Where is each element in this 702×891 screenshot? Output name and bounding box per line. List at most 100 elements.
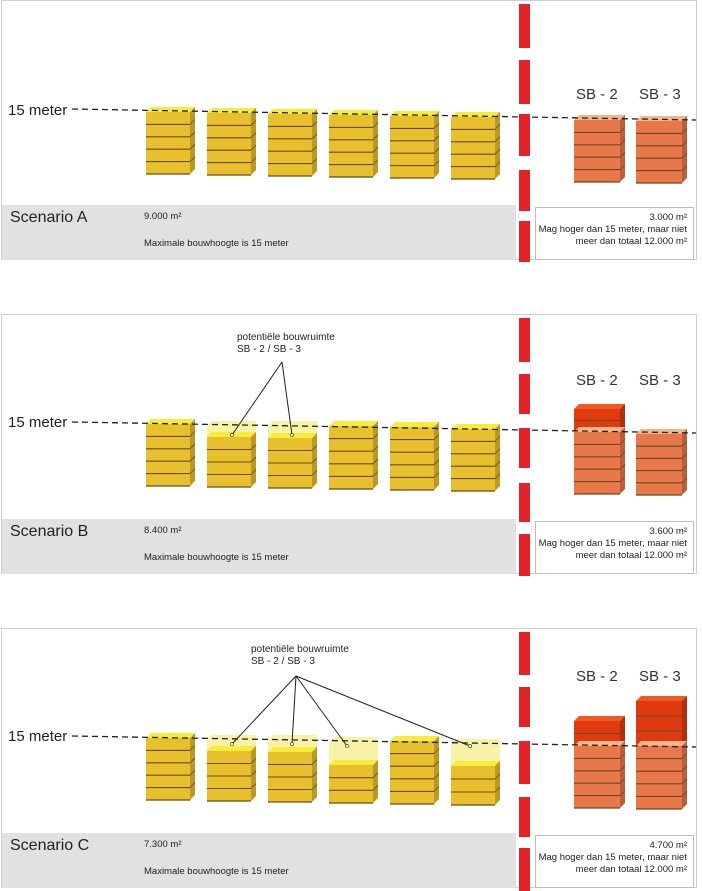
- potential-space-annotation: potentiële bouwruimte SB - 2 / SB - 3: [251, 644, 349, 668]
- block-front: [390, 427, 434, 490]
- floor-line-side: [372, 134, 379, 141]
- scenario-title: Scenario C: [10, 837, 90, 854]
- block-side: [495, 761, 500, 805]
- annotation-line1: potentiële bouwruimte: [237, 332, 335, 343]
- sb3-building: [636, 429, 688, 496]
- floor-line-side: [619, 765, 626, 772]
- floor-line-side: [250, 132, 257, 139]
- divider-segment: [519, 848, 530, 891]
- block-front: [329, 426, 373, 489]
- floor-line-side: [619, 463, 626, 470]
- callout-line: [281, 361, 293, 436]
- floor-line-side: [494, 448, 501, 455]
- sb-info-box: 3.600 m² Mag hoger dan 15 meter, maar ni…: [535, 521, 694, 574]
- floor-line-side: [681, 710, 688, 717]
- block-top: [329, 760, 378, 765]
- block-front: [329, 765, 373, 803]
- scenario-area: 7.300 m²: [144, 839, 182, 850]
- yellow-building: [329, 760, 379, 804]
- floor-line-side: [311, 784, 318, 790]
- block-front: [207, 113, 251, 175]
- sb-info-box: 3.000 m² Mag hoger dan 15 meter, maar ni…: [535, 207, 694, 260]
- callout-line: [291, 675, 297, 745]
- floor-line-side: [681, 765, 688, 772]
- divider-segment: [519, 534, 530, 576]
- sb-area: 3.600 m²: [649, 526, 688, 537]
- callout-line: [295, 675, 348, 747]
- floor-line-side: [433, 459, 440, 466]
- sb3-label: SB - 3: [639, 86, 681, 103]
- sb3-building: [636, 116, 688, 184]
- scenario-a-diagram: [71, 107, 697, 184]
- block-front: [390, 116, 434, 178]
- floor-line-side: [250, 157, 257, 163]
- potential-space-shape: [451, 739, 500, 766]
- info-band: [2, 833, 516, 888]
- floor-line-side: [372, 785, 379, 791]
- sb2-upper: [574, 404, 626, 433]
- sb2-label: SB - 2: [576, 372, 618, 389]
- block-top: [329, 421, 378, 426]
- sb3-lower: [636, 741, 688, 810]
- yellow-building: [207, 746, 257, 802]
- floor-line-side: [433, 786, 440, 792]
- callout-dot: [230, 742, 234, 746]
- block-side: [682, 116, 687, 183]
- sb2-label: SB - 2: [576, 86, 618, 103]
- floor-line-side: [311, 445, 318, 451]
- info-band: [2, 205, 516, 260]
- divider-segment: [519, 428, 530, 468]
- sb3-label: SB - 3: [639, 668, 681, 685]
- floor-line-side: [681, 152, 688, 159]
- floor-line-side: [494, 473, 501, 479]
- floor-line-side: [372, 471, 379, 477]
- divider-segment: [519, 483, 530, 522]
- sb2-building: [574, 716, 626, 809]
- block-side: [682, 696, 687, 746]
- yellow-building: [146, 107, 196, 175]
- sb-note: Mag hoger dan 15 meter, maar niet meer d…: [538, 538, 687, 561]
- floor-line-side: [189, 431, 196, 437]
- block-side: [495, 424, 500, 491]
- scenario-title: Scenario A: [10, 209, 88, 226]
- scenario-max-height: Maximale bouwhoogte is 15 meter: [144, 866, 289, 877]
- floor-line-side: [681, 778, 688, 785]
- block-top: [146, 419, 195, 424]
- block-front: [146, 112, 190, 174]
- floor-line-side: [681, 165, 688, 171]
- annotation-line1: potentiële bouwruimte: [251, 644, 349, 655]
- floor-line-side: [189, 745, 196, 751]
- floor-line-side: [433, 123, 440, 129]
- block-top: [636, 696, 687, 701]
- callout-line: [295, 675, 471, 747]
- floor-line-side: [372, 445, 379, 452]
- floor-line-side: [189, 468, 196, 474]
- divider-segment: [519, 687, 530, 727]
- floor-line-side: [433, 446, 440, 453]
- floor-line-side: [619, 164, 626, 170]
- block-top: [451, 424, 500, 429]
- height-limit-line: [71, 108, 697, 121]
- annotation-line2: SB - 2 / SB - 3: [251, 656, 315, 667]
- floor-line-side: [311, 121, 318, 127]
- block-side: [434, 111, 439, 178]
- floor-line-side: [619, 728, 626, 734]
- floor-line-side: [250, 469, 257, 475]
- sb-note: Mag hoger dan 15 meter, maar niet meer d…: [538, 224, 687, 247]
- yellow-building: [146, 419, 196, 487]
- block-front: [574, 746, 620, 808]
- floor-line-side: [681, 477, 688, 484]
- floor-line-side: [433, 160, 440, 166]
- floor-line-side: [619, 476, 626, 482]
- sb-area: 4.700 m²: [649, 840, 688, 851]
- scenario-c-diagram: [71, 675, 697, 810]
- callout-line: [231, 675, 297, 745]
- sb-area: 3.000 m²: [649, 212, 688, 223]
- callout-dot: [290, 742, 294, 746]
- block-front: [451, 766, 495, 805]
- yellow-building: [390, 111, 440, 179]
- divider-segment: [519, 318, 530, 362]
- info-band: [2, 519, 516, 574]
- block-front: [268, 114, 312, 176]
- block-side: [190, 107, 195, 174]
